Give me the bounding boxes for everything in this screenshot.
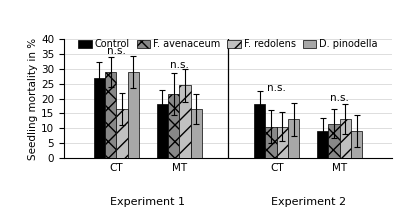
Text: n.s.: n.s. bbox=[107, 46, 126, 56]
Bar bbox=[254, 104, 266, 158]
Bar bbox=[351, 131, 362, 158]
Bar bbox=[266, 127, 277, 158]
Text: Experiment 1: Experiment 1 bbox=[110, 197, 185, 207]
Bar bbox=[317, 131, 328, 158]
Text: Experiment 2: Experiment 2 bbox=[271, 197, 346, 207]
Bar bbox=[94, 78, 105, 158]
Bar bbox=[156, 104, 168, 158]
Text: n.s.: n.s. bbox=[330, 93, 349, 103]
Bar bbox=[277, 127, 288, 158]
Bar bbox=[128, 72, 139, 158]
Bar bbox=[179, 85, 190, 158]
Bar bbox=[190, 109, 202, 158]
Bar bbox=[288, 119, 300, 158]
Text: n.s.: n.s. bbox=[170, 60, 189, 71]
Y-axis label: Seedling mortality in %: Seedling mortality in % bbox=[28, 37, 38, 160]
Bar bbox=[328, 124, 340, 158]
Bar bbox=[105, 72, 116, 158]
Legend: Control, F. avenaceum, F. redolens, D. pinodella: Control, F. avenaceum, F. redolens, D. p… bbox=[78, 39, 378, 49]
Bar bbox=[340, 119, 351, 158]
Bar bbox=[116, 109, 128, 158]
Bar bbox=[168, 94, 179, 158]
Text: n.s.: n.s. bbox=[267, 83, 286, 93]
